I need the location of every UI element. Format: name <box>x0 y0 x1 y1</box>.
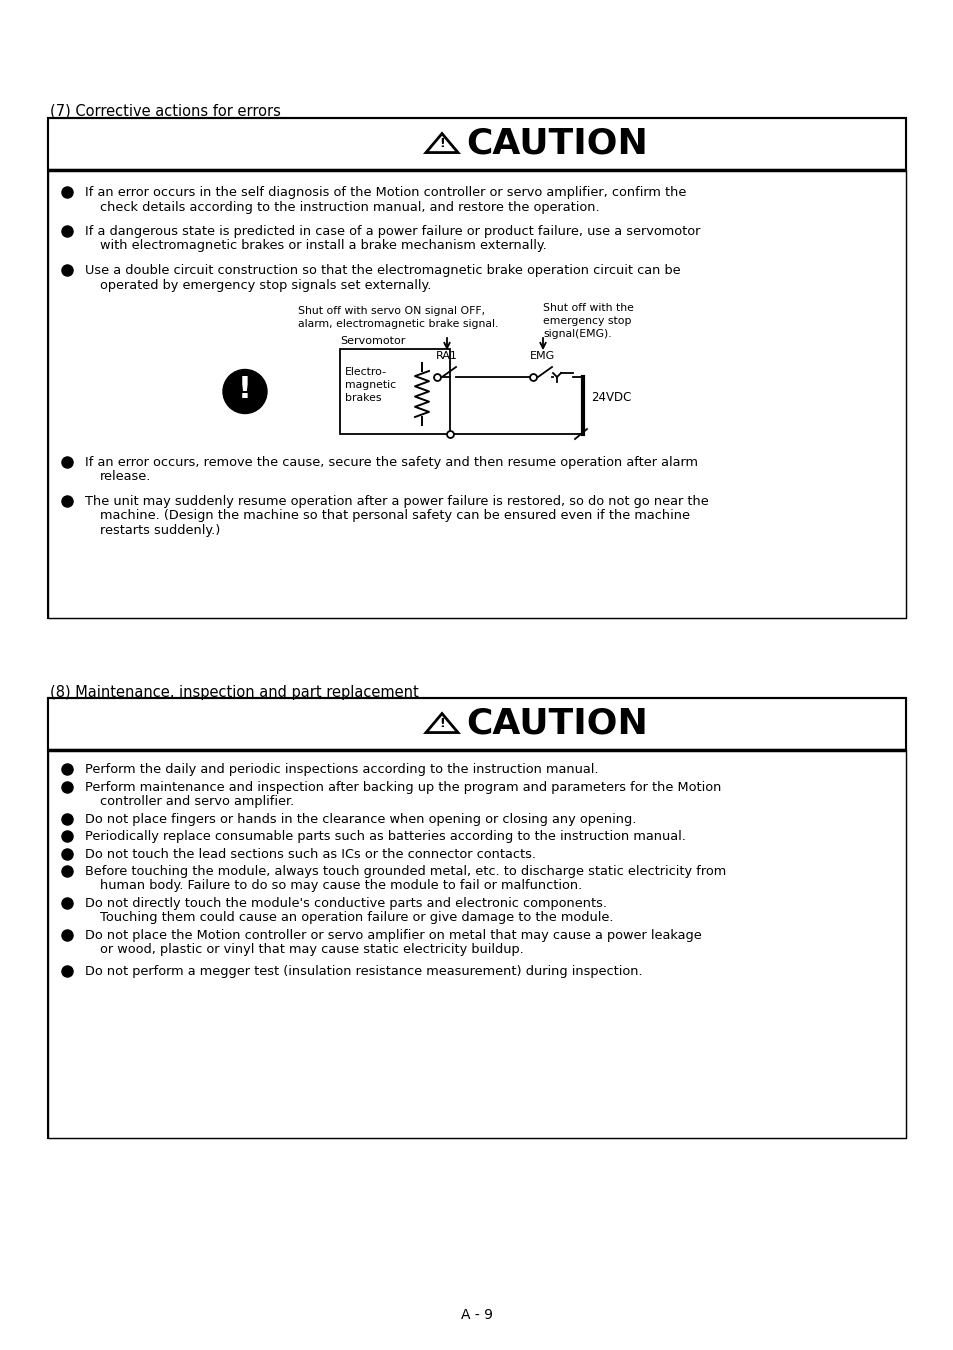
Text: Do not perform a megger test (insulation resistance measurement) during inspecti: Do not perform a megger test (insulation… <box>85 965 642 977</box>
Bar <box>48 698 905 751</box>
Text: If an error occurs in the self diagnosis of the Motion controller or servo ampli: If an error occurs in the self diagnosis… <box>85 186 685 198</box>
Text: machine. (Design the machine so that personal safety can be ensured even if the : machine. (Design the machine so that per… <box>100 509 689 522</box>
Bar <box>48 751 905 1138</box>
Text: 24VDC: 24VDC <box>590 392 631 404</box>
Text: Do not place the Motion controller or servo amplifier on metal that may cause a : Do not place the Motion controller or se… <box>85 929 701 942</box>
Text: EMG: EMG <box>530 351 555 360</box>
Circle shape <box>223 370 267 413</box>
Text: If an error occurs, remove the cause, secure the safety and then resume operatio: If an error occurs, remove the cause, se… <box>85 456 698 468</box>
Text: Do not place fingers or hands in the clearance when opening or closing any openi: Do not place fingers or hands in the cle… <box>85 813 636 825</box>
Bar <box>48 117 905 170</box>
Text: Perform the daily and periodic inspections according to the instruction manual.: Perform the daily and periodic inspectio… <box>85 763 598 776</box>
Text: CAUTION: CAUTION <box>465 707 647 741</box>
Text: human body. Failure to do so may cause the module to fail or malfunction.: human body. Failure to do so may cause t… <box>100 879 581 892</box>
Text: Touching them could cause an operation failure or give damage to the module.: Touching them could cause an operation f… <box>100 911 613 925</box>
Text: Use a double circuit construction so that the electromagnetic brake operation ci: Use a double circuit construction so tha… <box>85 265 679 277</box>
Bar <box>48 170 905 618</box>
Text: operated by emergency stop signals set externally.: operated by emergency stop signals set e… <box>100 278 431 292</box>
Text: check details according to the instruction manual, and restore the operation.: check details according to the instructi… <box>100 201 599 213</box>
Text: (8) Maintenance, inspection and part replacement: (8) Maintenance, inspection and part rep… <box>50 684 418 701</box>
Text: or wood, plastic or vinyl that may cause static electricity buildup.: or wood, plastic or vinyl that may cause… <box>100 944 523 957</box>
Text: !: ! <box>438 136 444 150</box>
Text: !: ! <box>238 375 252 404</box>
Bar <box>48 117 905 618</box>
Text: Do not directly touch the module's conductive parts and electronic components.: Do not directly touch the module's condu… <box>85 896 606 910</box>
Text: !: ! <box>438 717 444 730</box>
Text: The unit may suddenly resume operation after a power failure is restored, so do : The unit may suddenly resume operation a… <box>85 495 708 508</box>
Text: RA1: RA1 <box>436 351 457 360</box>
Text: Do not touch the lead sections such as ICs or the connector contacts.: Do not touch the lead sections such as I… <box>85 848 536 860</box>
Text: Perform maintenance and inspection after backing up the program and parameters f: Perform maintenance and inspection after… <box>85 780 720 794</box>
Text: restarts suddenly.): restarts suddenly.) <box>100 524 220 537</box>
Text: Before touching the module, always touch grounded metal, etc. to discharge stati: Before touching the module, always touch… <box>85 865 725 878</box>
Text: Periodically replace consumable parts such as batteries according to the instruc: Periodically replace consumable parts su… <box>85 830 685 842</box>
Bar <box>339 350 450 433</box>
Text: CAUTION: CAUTION <box>465 127 647 161</box>
Text: Electro-
magnetic
brakes: Electro- magnetic brakes <box>345 367 395 402</box>
Text: Servomotor: Servomotor <box>339 336 405 346</box>
Text: release.: release. <box>100 471 152 483</box>
Bar <box>48 698 905 1138</box>
Text: with electromagnetic brakes or install a brake mechanism externally.: with electromagnetic brakes or install a… <box>100 239 546 252</box>
Text: Shut off with servo ON signal OFF,
alarm, electromagnetic brake signal.: Shut off with servo ON signal OFF, alarm… <box>297 306 497 329</box>
Text: Shut off with the
emergency stop
signal(EMG).: Shut off with the emergency stop signal(… <box>542 302 633 339</box>
Text: controller and servo amplifier.: controller and servo amplifier. <box>100 795 294 809</box>
Text: (7) Corrective actions for errors: (7) Corrective actions for errors <box>50 103 280 117</box>
Text: If a dangerous state is predicted in case of a power failure or product failure,: If a dangerous state is predicted in cas… <box>85 225 700 238</box>
Text: A - 9: A - 9 <box>460 1308 493 1322</box>
